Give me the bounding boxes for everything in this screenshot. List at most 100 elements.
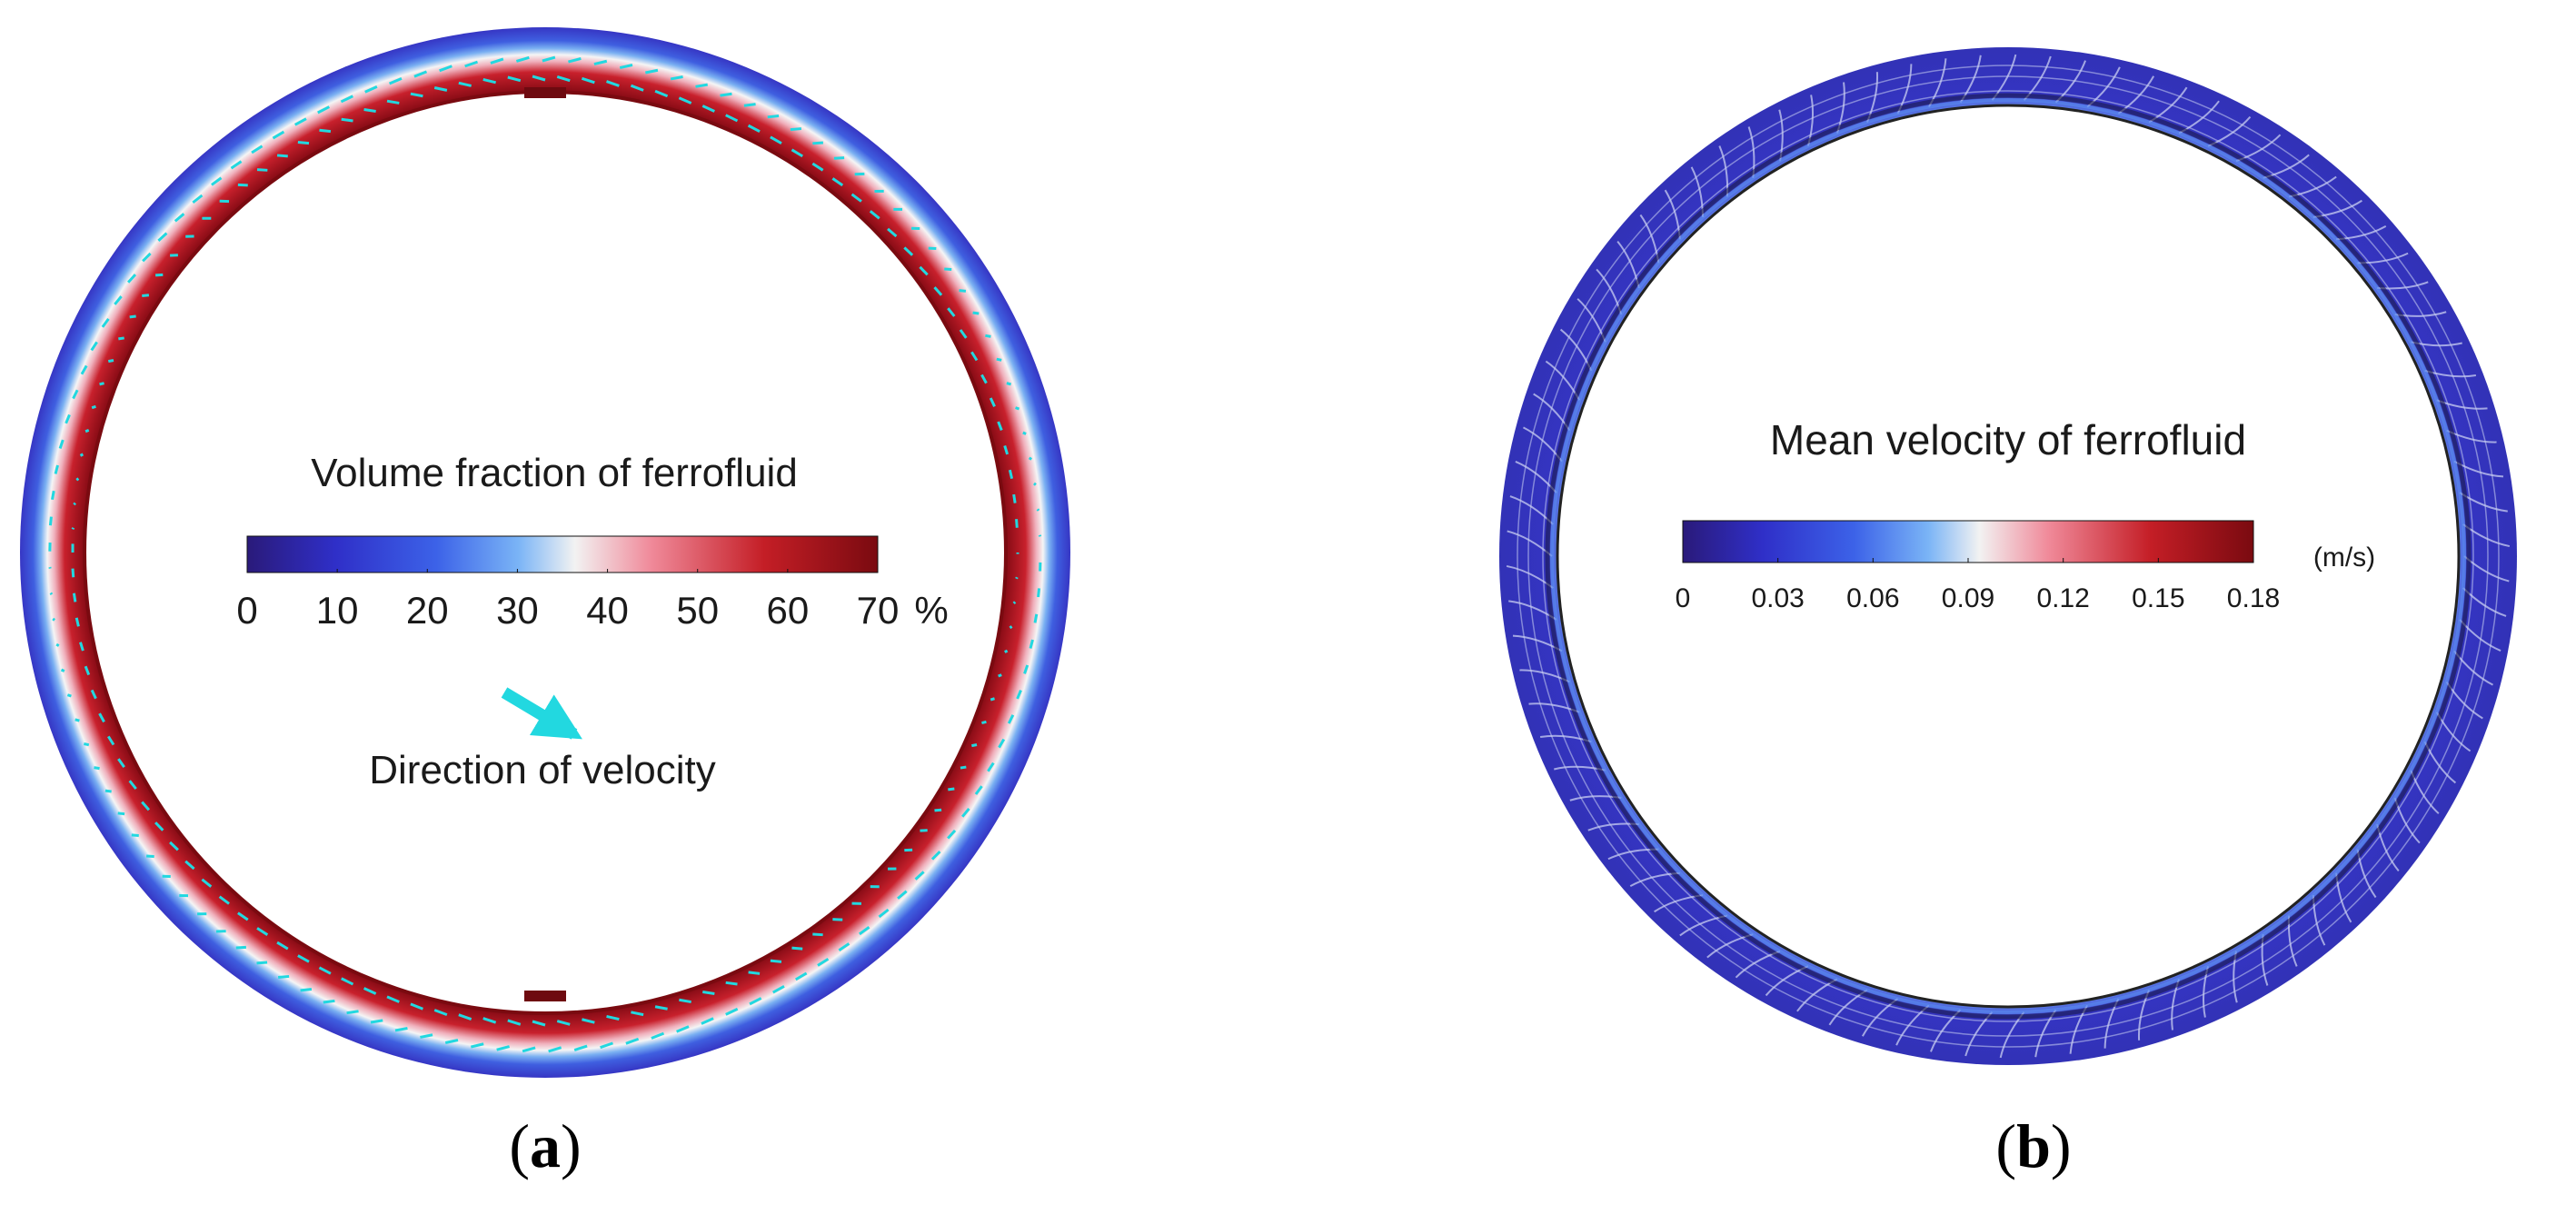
velocity-arrow bbox=[129, 314, 136, 319]
velocity-arrow bbox=[1016, 689, 1022, 700]
velocity-arrow bbox=[1012, 601, 1017, 604]
velocity-arrow bbox=[317, 105, 331, 115]
velocity-arrow bbox=[749, 997, 762, 1006]
velocity-arrow bbox=[971, 743, 978, 748]
velocity-arrow bbox=[593, 59, 608, 65]
colorbar-unit-b: (m/s) bbox=[2313, 543, 2375, 573]
velocity-arrow bbox=[458, 81, 472, 87]
velocity-arrow bbox=[1033, 482, 1037, 486]
colorbar-tick-label: 40 bbox=[586, 589, 629, 632]
velocity-arrow bbox=[914, 871, 925, 881]
velocity-arrow bbox=[582, 1018, 595, 1024]
velocity-arrow bbox=[974, 785, 983, 795]
velocity-arrow bbox=[256, 168, 268, 172]
streamline-ring bbox=[1527, 75, 2489, 1037]
velocity-arrow bbox=[701, 1017, 714, 1025]
inner-wall-b-highlight bbox=[1550, 98, 2466, 1014]
velocity-arrow bbox=[838, 942, 850, 952]
dark-band bbox=[1545, 93, 2472, 1020]
velocity-arrow bbox=[75, 718, 80, 722]
velocity-arrow bbox=[410, 92, 423, 98]
velocity-arrow bbox=[117, 812, 125, 816]
velocity-arrow bbox=[1009, 625, 1013, 630]
velocity-arrow bbox=[410, 1002, 423, 1011]
velocity-arrow bbox=[1006, 382, 1011, 386]
colorbar-tick-label: 50 bbox=[676, 589, 719, 632]
velocity-arrow bbox=[581, 76, 595, 85]
velocity-arrow bbox=[970, 351, 979, 362]
velocity-arrow bbox=[114, 295, 123, 305]
velocity-arrow bbox=[142, 294, 150, 297]
velocity-arrow bbox=[71, 568, 75, 578]
velocity-arrow bbox=[55, 642, 60, 647]
velocity-arrow bbox=[651, 1031, 665, 1040]
velocity-arrow bbox=[1007, 714, 1015, 724]
velocity-arrow bbox=[743, 103, 756, 107]
velocity-arrow bbox=[1003, 444, 1010, 455]
colorbar-ticks-a: 0 10 20 30 40 50 60 70 bbox=[236, 569, 899, 632]
velocity-arrow bbox=[522, 1046, 536, 1053]
velocity-arrow bbox=[128, 780, 137, 790]
velocity-arrow bbox=[859, 926, 870, 936]
velocity-arrow bbox=[490, 57, 504, 65]
velocity-arrow bbox=[812, 141, 824, 145]
velocity-arrow bbox=[625, 1037, 640, 1045]
velocity-arrow bbox=[985, 334, 991, 338]
velocity-arrow bbox=[118, 336, 124, 341]
panel-a: Volume fraction of ferrofluid 0 10 20 30 40 5… bbox=[20, 27, 1070, 1180]
velocity-arrow bbox=[548, 1046, 562, 1053]
velocity-arrow bbox=[439, 65, 453, 73]
velocity-arrow bbox=[1008, 469, 1014, 479]
velocity-arrow bbox=[482, 77, 497, 85]
velocity-arrow bbox=[444, 1039, 459, 1044]
direction-arrow-icon bbox=[501, 687, 582, 740]
panel-b-tag: (b) bbox=[1995, 1111, 2071, 1180]
velocity-arrow bbox=[90, 689, 97, 700]
velocity-arrow bbox=[794, 971, 808, 981]
velocity-arrow bbox=[386, 995, 400, 1003]
velocity-arrow bbox=[944, 267, 952, 272]
velocity-arrow bbox=[600, 1041, 613, 1050]
velocity-arrow bbox=[154, 273, 164, 277]
velocity-arrow bbox=[157, 232, 168, 243]
velocity-arrow bbox=[1028, 456, 1032, 461]
velocity-arrow bbox=[458, 1013, 472, 1021]
velocity-arrow bbox=[60, 668, 65, 672]
velocity-arrow bbox=[300, 988, 313, 992]
velocity-arrow bbox=[48, 516, 53, 526]
velocity-arrow bbox=[101, 318, 110, 328]
velocity-arrow bbox=[507, 75, 522, 83]
velocity-arrow bbox=[619, 64, 633, 70]
velocity-arrow bbox=[433, 1009, 448, 1017]
streamlines-b bbox=[1506, 54, 2511, 1059]
velocity-arrow bbox=[1004, 649, 1009, 653]
colorbar-title-a: Volume fraction of ferrofluid bbox=[311, 451, 798, 495]
velocity-arrow bbox=[654, 89, 669, 98]
velocity-arrow bbox=[817, 957, 830, 967]
velocity-arrow bbox=[169, 841, 179, 851]
velocity-arrow bbox=[1015, 406, 1020, 411]
colorbar-tick-label: 0.03 bbox=[1751, 583, 1804, 613]
velocity-arrow bbox=[919, 265, 929, 276]
velocity-arrow bbox=[80, 364, 88, 375]
velocity-arrow bbox=[542, 55, 556, 63]
velocity-arrow bbox=[695, 83, 708, 88]
velocity-arrow bbox=[887, 227, 898, 238]
colorbar-tick-label: 0.06 bbox=[1846, 583, 1899, 613]
panel-a-tag: (a) bbox=[509, 1111, 581, 1180]
colorbar-tick-label: 20 bbox=[406, 589, 449, 632]
velocity-arrow bbox=[464, 60, 479, 68]
velocity-arrow bbox=[869, 210, 880, 220]
velocity-arrow bbox=[515, 55, 530, 63]
velocity-arrow bbox=[878, 908, 890, 919]
velocity-arrow bbox=[154, 822, 164, 832]
velocity-arrow bbox=[959, 289, 967, 293]
velocity-arrow bbox=[341, 977, 354, 986]
velocity-arrow bbox=[420, 1033, 433, 1039]
colorbar-tick-label: 0.12 bbox=[2036, 583, 2089, 613]
velocity-arrow bbox=[106, 735, 115, 746]
colorbar-title-b: Mean velocity of ferrofluid bbox=[1770, 416, 2246, 463]
velocity-arrow bbox=[980, 373, 988, 384]
velocity-arrow bbox=[532, 1020, 546, 1027]
velocity-arrow bbox=[272, 130, 285, 140]
